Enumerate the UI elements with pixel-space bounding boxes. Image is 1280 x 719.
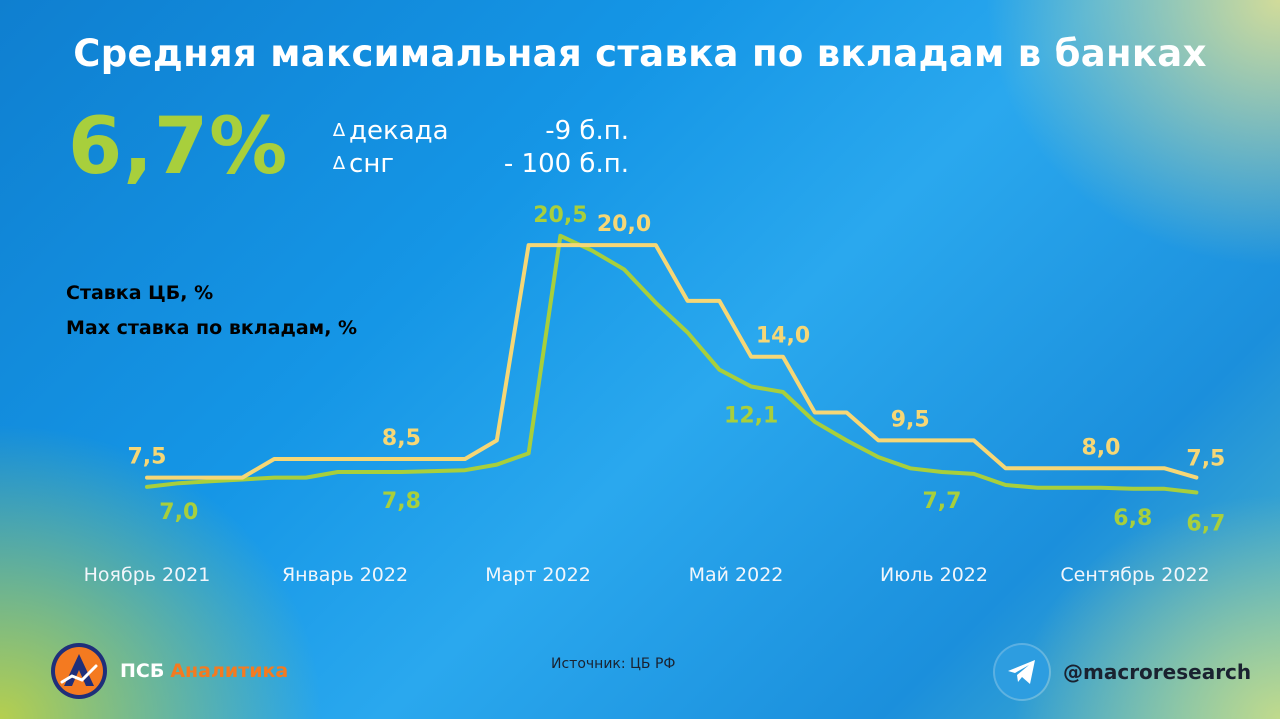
data-label: 7,5 bbox=[128, 445, 167, 470]
x-tick-label: Январь 2022 bbox=[282, 564, 408, 586]
x-tick-label: Сентябрь 2022 bbox=[1060, 564, 1209, 586]
page-title: Средняя максимальная ставка по вкладам в… bbox=[73, 32, 1207, 75]
data-label: 8,0 bbox=[1082, 435, 1121, 460]
delta-label: декада bbox=[349, 116, 449, 146]
data-label: 8,5 bbox=[382, 426, 421, 451]
brand-name-part2: Аналитика bbox=[170, 660, 289, 682]
data-label: 9,5 bbox=[891, 407, 930, 432]
data-label: 7,7 bbox=[923, 489, 962, 514]
brand-name: ПСБ Аналитика bbox=[120, 660, 288, 682]
delta-row-ytd: ∆ снг - 100 б.п. bbox=[333, 149, 629, 179]
x-tick-label: Март 2022 bbox=[485, 564, 591, 586]
series-line-cb-rate bbox=[145, 243, 1199, 480]
x-tick-label: Май 2022 bbox=[689, 564, 784, 586]
series-line-deposit-rate bbox=[145, 233, 1199, 495]
legend-item-deposit-rate: Max ставка по вкладам, % bbox=[66, 317, 358, 339]
source-note: Источник: ЦБ РФ bbox=[551, 656, 676, 672]
telegram-handle[interactable]: @macroresearch bbox=[1063, 660, 1252, 684]
data-label: 12,1 bbox=[724, 404, 778, 429]
delta-label: снг bbox=[349, 149, 395, 179]
telegram-icon[interactable] bbox=[995, 645, 1049, 699]
x-tick-label: Ноябрь 2021 bbox=[84, 564, 211, 586]
data-label: 20,0 bbox=[597, 212, 651, 237]
data-label: 6,8 bbox=[1113, 506, 1152, 531]
delta-icon: ∆ bbox=[333, 120, 346, 141]
data-label: 14,0 bbox=[756, 324, 810, 349]
legend-item-cb-rate: Ставка ЦБ, % bbox=[66, 282, 214, 304]
telegram-plane-icon bbox=[1008, 660, 1035, 684]
data-label: 6,7 bbox=[1186, 512, 1225, 537]
data-label: 20,5 bbox=[533, 203, 587, 228]
x-tick-label: Июль 2022 bbox=[880, 564, 988, 586]
psb-analytics-logo-icon bbox=[51, 643, 107, 699]
delta-value: - 100 б.п. bbox=[503, 149, 629, 179]
delta-icon: ∆ bbox=[333, 153, 346, 174]
data-label: 7,0 bbox=[159, 500, 198, 525]
brand-name-part1: ПСБ bbox=[120, 660, 165, 682]
data-label: 7,8 bbox=[382, 489, 421, 514]
headline-value: 6,7% bbox=[68, 102, 289, 192]
delta-row-decade: ∆ декада -9 б.п. bbox=[333, 116, 629, 146]
delta-value: -9 б.п. bbox=[545, 116, 629, 146]
data-label: 7,5 bbox=[1186, 447, 1225, 472]
